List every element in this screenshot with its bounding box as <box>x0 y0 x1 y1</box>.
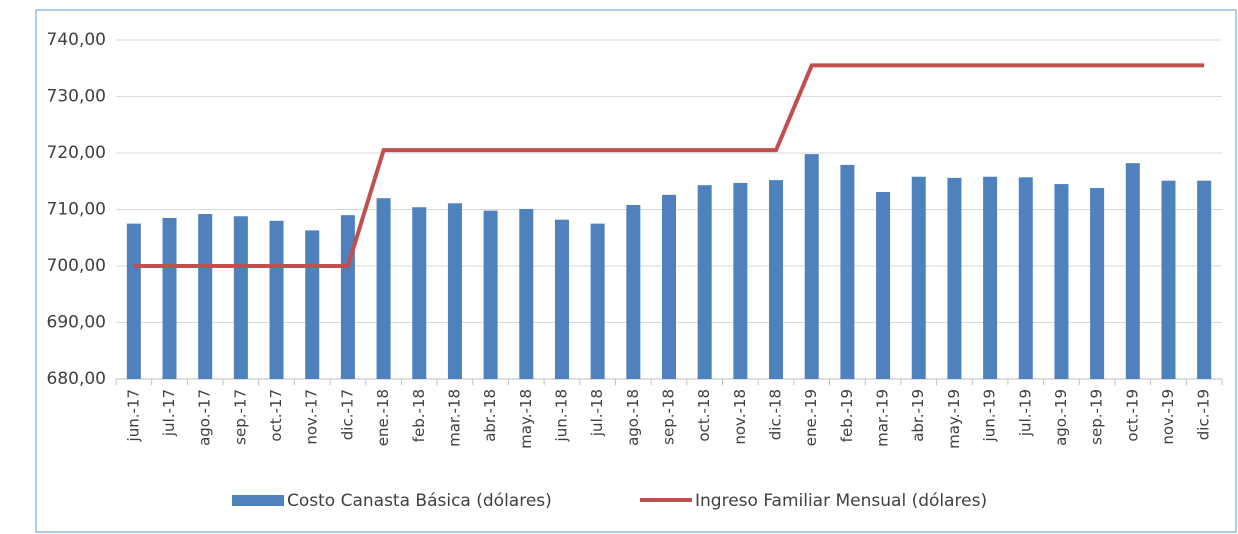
bar <box>340 215 355 379</box>
bar <box>233 216 248 379</box>
x-tick-label: nov.-19 <box>1159 389 1177 445</box>
y-tick-label: 740,00 <box>47 30 106 50</box>
bar <box>1018 177 1033 379</box>
bar <box>1125 163 1140 379</box>
frame <box>35 9 1237 533</box>
bar <box>911 176 926 379</box>
bar <box>769 180 784 379</box>
bar <box>840 164 855 379</box>
bar <box>876 191 891 379</box>
x-tick-label: dic.-18 <box>767 389 785 440</box>
bar <box>947 177 962 379</box>
x-tick-label: dic.-19 <box>1195 389 1213 440</box>
bar <box>554 219 569 379</box>
bar <box>626 204 641 379</box>
bar <box>1090 188 1105 379</box>
legend-swatch <box>232 495 284 506</box>
x-tick-label: feb.-18 <box>410 389 428 442</box>
x-tick-label: abr.-19 <box>909 389 927 442</box>
x-tick-label: sep.-17 <box>231 389 249 445</box>
bar <box>412 207 427 379</box>
bar <box>697 185 712 379</box>
x-tick-label: ago.-18 <box>624 389 642 446</box>
bar <box>804 154 819 379</box>
bar <box>519 208 534 379</box>
x-tick-label: nov.-17 <box>303 389 321 445</box>
bar <box>1161 180 1176 379</box>
bar <box>590 223 605 379</box>
x-tick-label: feb.-19 <box>838 389 856 442</box>
bar <box>376 198 391 379</box>
bar <box>447 203 462 379</box>
y-tick-label: 690,00 <box>47 313 106 333</box>
bar <box>269 220 284 379</box>
x-tick-label: ago.-19 <box>1052 389 1070 446</box>
x-tick-label: oct.-17 <box>267 389 285 442</box>
x-tick-label: jun.-17 <box>124 389 142 442</box>
x-tick-label: abr.-18 <box>481 389 499 442</box>
x-tick-label: oct.-19 <box>1123 389 1141 442</box>
x-tick-label: jul.-17 <box>160 389 178 437</box>
x-tick-label: dic.-17 <box>338 389 356 440</box>
x-tick-label: jun.-19 <box>981 389 999 442</box>
bar <box>126 223 141 379</box>
bar <box>983 176 998 379</box>
x-tick-label: mar.-19 <box>874 389 892 447</box>
bar <box>198 214 213 379</box>
y-tick-label: 710,00 <box>47 200 106 220</box>
line <box>133 63 1205 268</box>
legend-label: Ingreso Familiar Mensual (dólares) <box>695 491 987 511</box>
y-tick-label: 680,00 <box>47 369 106 389</box>
legend-label: Costo Canasta Básica (dólares) <box>287 491 552 511</box>
x-tick-label: jun.-18 <box>552 389 570 442</box>
y-tick-label: 730,00 <box>47 87 106 107</box>
x-tick-label: may.-18 <box>517 389 535 449</box>
bar <box>733 182 748 379</box>
x-tick-label: jul.-19 <box>1016 389 1034 437</box>
bar <box>483 210 498 379</box>
x-tick-label: sep.-18 <box>660 389 678 445</box>
x-tick-label: ene.-18 <box>374 389 392 446</box>
x-tick-label: sep.-19 <box>1088 389 1106 445</box>
x-tick-label: mar.-18 <box>445 389 463 447</box>
bar <box>162 217 177 379</box>
x-tick-label: jul.-18 <box>588 389 606 437</box>
bar <box>1197 180 1212 379</box>
y-tick-label: 720,00 <box>47 143 106 163</box>
bar <box>662 194 676 379</box>
x-tick-label: nov.-18 <box>731 389 749 445</box>
x-tick-label: oct.-18 <box>695 389 713 442</box>
x-tick-label: ene.-19 <box>802 389 820 446</box>
x-tick-label: may.-19 <box>945 389 963 449</box>
bar <box>305 230 320 379</box>
x-tick-label: ago.-17 <box>196 389 214 446</box>
y-tick-label: 700,00 <box>47 256 106 276</box>
bar <box>1054 184 1069 379</box>
